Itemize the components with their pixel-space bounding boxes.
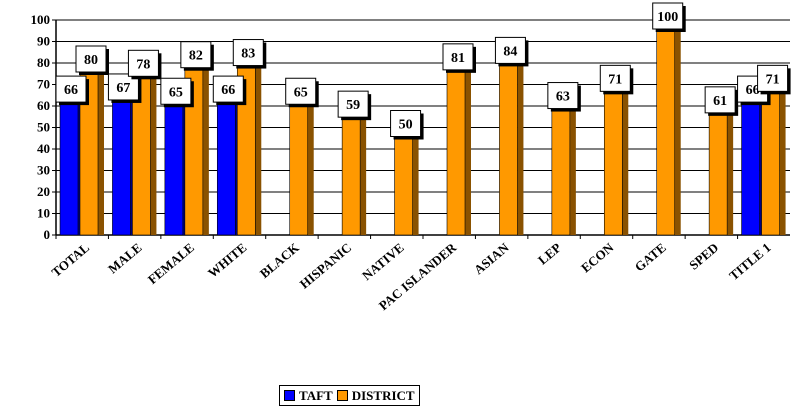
x-category-label: TITLE 1	[726, 240, 774, 283]
x-category-label: LEP	[535, 240, 564, 268]
bar-district	[761, 82, 780, 236]
bar-side-district	[727, 109, 734, 235]
x-category-label: WHITE	[205, 240, 250, 281]
data-label-box	[390, 110, 422, 137]
data-label: 84	[503, 44, 517, 59]
data-label: 66	[64, 83, 78, 98]
y-tick-label: 100	[31, 12, 51, 27]
bar-side-district	[465, 66, 471, 235]
y-tick-label: 40	[37, 141, 50, 156]
y-tick-label: 10	[37, 206, 50, 221]
data-label-box	[127, 49, 159, 77]
bar-district	[289, 94, 309, 236]
data-label: 61	[713, 94, 727, 109]
data-label-box	[232, 39, 264, 67]
x-category-label: ASIAN	[471, 239, 512, 277]
bar-district	[446, 60, 466, 236]
bar-side-district	[779, 88, 786, 235]
bar-side-district	[150, 73, 157, 235]
y-tick-label: 60	[37, 98, 50, 113]
data-label: 78	[136, 57, 150, 72]
x-category-label: GATE	[632, 240, 669, 275]
data-label-box	[337, 90, 369, 118]
data-label-box	[547, 82, 579, 110]
bar-side-district	[360, 114, 367, 235]
data-label-box	[704, 86, 736, 114]
bar-district	[708, 103, 728, 236]
data-label: 100	[657, 10, 678, 25]
data-label: 65	[169, 85, 183, 100]
data-label: 67	[116, 81, 130, 96]
y-tick-label: 50	[37, 120, 50, 135]
data-label: 83	[241, 47, 255, 62]
bar-taft	[59, 92, 79, 236]
data-label: 63	[556, 90, 570, 105]
data-label-box	[442, 43, 474, 71]
bar-side-district	[98, 69, 104, 235]
legend-label-taft: TAFT	[299, 387, 333, 403]
data-label: 80	[84, 53, 98, 68]
x-category-label: NATIVE	[359, 240, 407, 283]
x-category-label: ECON	[578, 239, 617, 275]
data-label: 65	[294, 85, 308, 100]
bar-district	[603, 82, 623, 236]
x-category-label: SPED	[686, 240, 721, 273]
bar-district	[341, 107, 361, 236]
data-label: 82	[189, 49, 203, 64]
bar-side-district	[622, 88, 629, 235]
bar-district	[394, 127, 413, 236]
y-tick-label: 20	[37, 184, 50, 199]
data-label: 81	[451, 51, 465, 66]
data-label: 50	[399, 118, 413, 133]
data-label-box	[212, 75, 244, 103]
x-category-label: HISPANIC	[297, 240, 355, 292]
bar-taft	[164, 94, 184, 236]
bar-district	[499, 54, 518, 236]
bar-side-district	[307, 101, 314, 235]
bar-side-district	[412, 133, 419, 235]
legend-swatch-taft	[284, 390, 295, 401]
data-label-box	[55, 75, 87, 103]
bar-district	[656, 19, 676, 236]
legend: TAFT DISTRICT	[279, 385, 420, 406]
bar-district	[551, 99, 571, 236]
data-label-box	[599, 64, 631, 92]
data-label-box	[160, 77, 192, 105]
x-category-label: MALE	[105, 240, 145, 277]
bar-side-district	[517, 60, 524, 236]
data-label: 71	[766, 72, 780, 87]
data-label: 66	[746, 83, 760, 98]
y-tick-label: 0	[44, 227, 51, 242]
data-label-box	[494, 36, 526, 64]
data-label-box	[75, 45, 107, 73]
bar-side-district	[202, 64, 209, 235]
data-label: 59	[346, 98, 360, 113]
bar-side-district	[674, 26, 681, 235]
y-tick-label: 30	[37, 163, 50, 178]
x-category-label: TOTAL	[49, 240, 93, 280]
bar-taft	[741, 92, 760, 236]
bar-taft	[112, 90, 131, 236]
bar-taft	[216, 92, 236, 236]
data-label-box	[757, 64, 789, 92]
bar-side-district	[569, 105, 576, 235]
x-category-label: FEMALE	[145, 240, 197, 287]
y-tick-label: 90	[37, 34, 50, 49]
y-tick-label: 80	[37, 55, 50, 70]
data-label-box	[652, 2, 684, 30]
data-label-box	[285, 77, 317, 105]
y-tick-label: 70	[37, 77, 50, 92]
data-label-box	[180, 41, 212, 69]
data-label: 71	[608, 72, 622, 87]
x-category-label: BLACK	[257, 239, 303, 281]
bar-side-district	[255, 62, 262, 235]
legend-swatch-district	[336, 390, 348, 401]
legend-label-district: DISTRICT	[351, 387, 415, 403]
data-label: 66	[221, 83, 235, 98]
